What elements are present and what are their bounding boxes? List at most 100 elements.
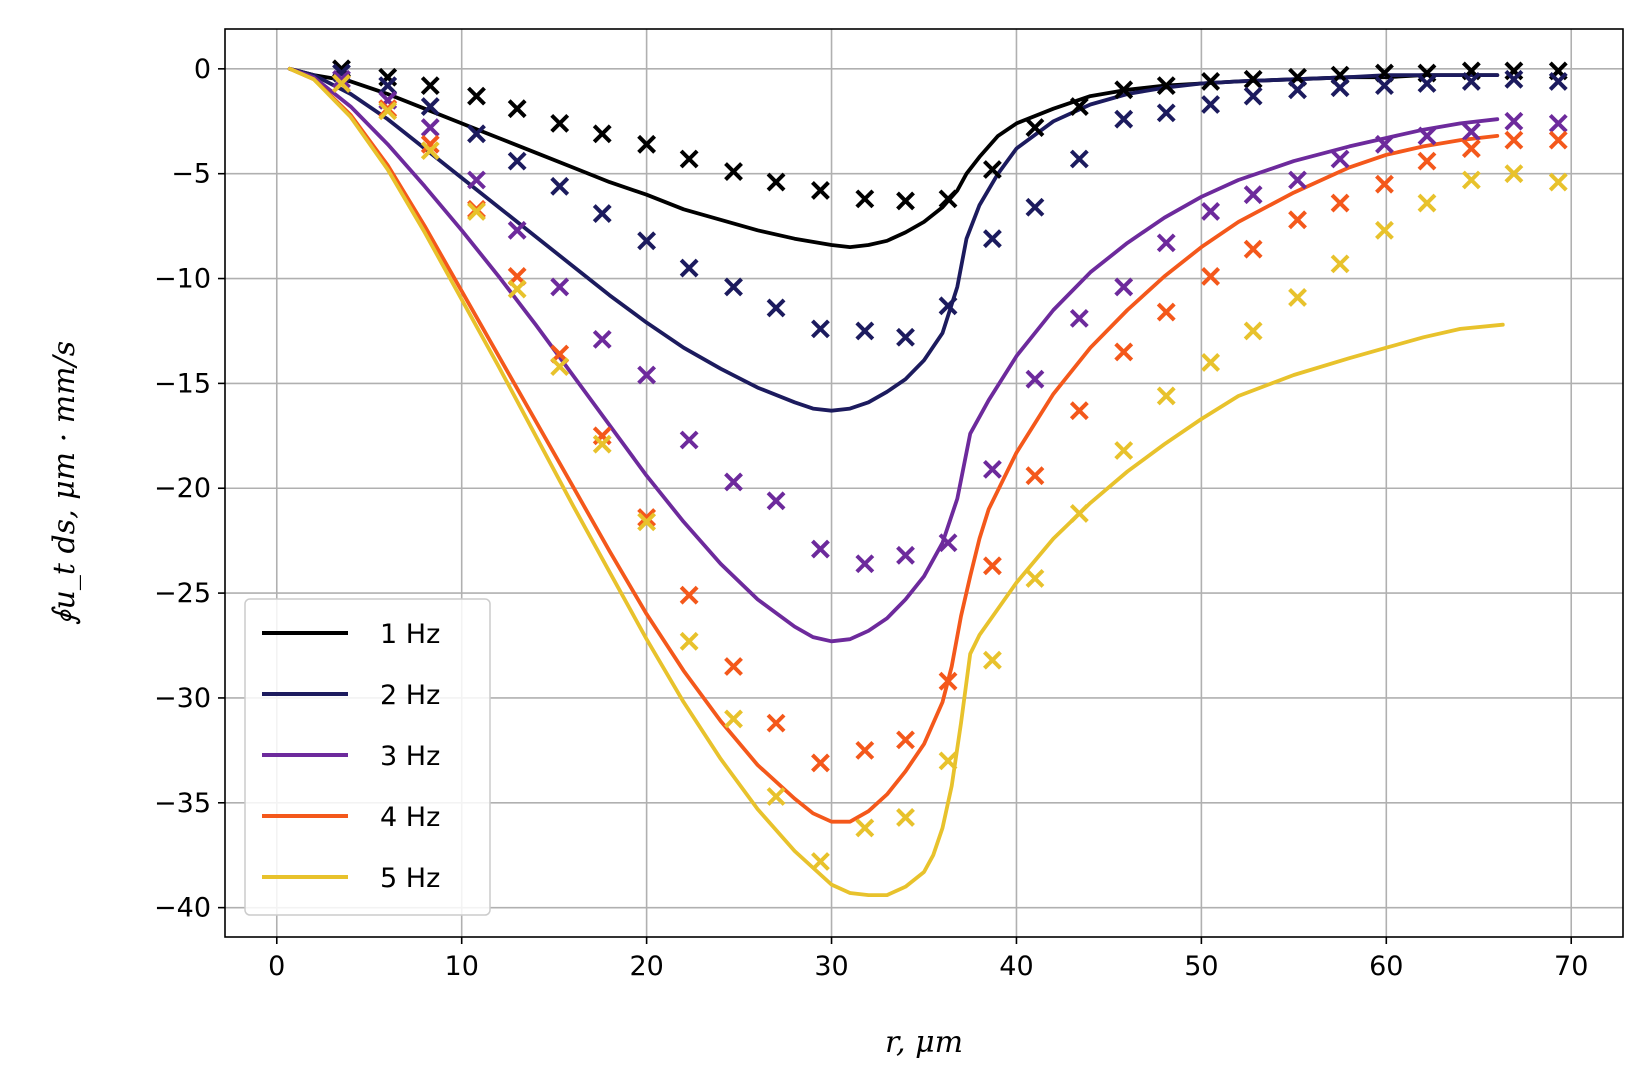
series-markers bbox=[332, 59, 1568, 871]
x-tick-label: 0 bbox=[268, 951, 285, 982]
series-marker-2hz bbox=[1288, 80, 1307, 100]
series-marker-3hz bbox=[1156, 233, 1176, 253]
series-marker-5hz bbox=[679, 631, 699, 651]
series-marker-3hz bbox=[1330, 149, 1350, 169]
series-marker-2hz bbox=[855, 321, 875, 341]
series-marker-2hz bbox=[1330, 78, 1350, 98]
series-marker-1hz bbox=[1201, 72, 1221, 91]
series-marker-3hz bbox=[855, 554, 875, 574]
series-marker-1hz bbox=[507, 99, 527, 119]
series-marker-4hz bbox=[1156, 302, 1176, 322]
series-marker-4hz bbox=[420, 134, 440, 154]
series-marker-3hz bbox=[592, 329, 612, 349]
series-marker-3hz bbox=[1201, 202, 1221, 221]
series-marker-5hz bbox=[896, 808, 915, 827]
series-marker-4hz bbox=[1417, 151, 1437, 171]
series-marker-2hz bbox=[1243, 86, 1263, 106]
series-marker-2hz bbox=[983, 229, 1002, 249]
series-marker-3hz bbox=[507, 220, 527, 240]
series-marker-5hz bbox=[766, 787, 786, 806]
series-marker-1hz bbox=[1156, 76, 1176, 96]
x-tick-label: 50 bbox=[1184, 951, 1218, 982]
y-tick-label: −25 bbox=[154, 578, 211, 609]
series-marker-1hz bbox=[637, 134, 657, 154]
series-marker-5hz bbox=[855, 818, 875, 838]
series-marker-2hz bbox=[1025, 197, 1045, 217]
series-marker-2hz bbox=[507, 151, 527, 171]
legend-label-5hz: 5 Hz bbox=[380, 863, 440, 894]
series-marker-1hz bbox=[724, 162, 743, 182]
series-marker-2hz bbox=[1504, 69, 1524, 89]
series-marker-3hz bbox=[332, 69, 351, 89]
series-marker-4hz bbox=[1243, 239, 1263, 259]
series-marker-4hz bbox=[1069, 401, 1089, 421]
legend-frame bbox=[244, 598, 491, 916]
series-marker-1hz bbox=[896, 191, 915, 211]
series-marker-3hz bbox=[724, 472, 743, 492]
series-marker-5hz bbox=[507, 279, 527, 299]
series-marker-3hz bbox=[1243, 185, 1263, 205]
series-marker-5hz bbox=[1548, 172, 1568, 192]
x-tick-label: 60 bbox=[1369, 951, 1403, 982]
series-marker-1hz bbox=[1243, 69, 1263, 89]
series-marker-3hz bbox=[1375, 134, 1394, 154]
y-tick-label: −40 bbox=[154, 893, 211, 924]
series-marker-3hz bbox=[679, 430, 699, 450]
series-marker-5hz bbox=[724, 709, 743, 729]
series-marker-3hz bbox=[637, 365, 657, 385]
series-marker-2hz bbox=[378, 76, 398, 96]
series-marker-1hz bbox=[1069, 97, 1089, 117]
series-marker-5hz bbox=[550, 357, 570, 377]
series-marker-2hz bbox=[1461, 72, 1481, 91]
plot-frame bbox=[224, 28, 1624, 938]
series-marker-4hz bbox=[811, 753, 830, 773]
series-marker-1hz bbox=[1025, 118, 1045, 137]
series-marker-5hz bbox=[1417, 193, 1437, 213]
series-marker-1hz bbox=[855, 189, 875, 209]
series-marker-4hz bbox=[679, 585, 699, 605]
y-tick-label: −20 bbox=[154, 473, 211, 504]
series-marker-3hz bbox=[1069, 308, 1089, 328]
series-marker-4hz bbox=[983, 556, 1002, 576]
series-marker-2hz bbox=[1114, 109, 1134, 129]
series-marker-5hz bbox=[1156, 386, 1176, 406]
series-marker-3hz bbox=[420, 118, 440, 137]
series-marker-4hz bbox=[938, 671, 958, 691]
legend-label-3hz: 3 Hz bbox=[380, 741, 440, 772]
series-marker-5hz bbox=[1025, 568, 1045, 588]
series-marker-2hz bbox=[724, 277, 743, 297]
series-marker-2hz bbox=[550, 176, 570, 196]
series-marker-4hz bbox=[1375, 174, 1394, 194]
series-marker-1hz bbox=[983, 160, 1002, 179]
series-marker-1hz bbox=[592, 124, 612, 144]
series-marker-5hz bbox=[1243, 321, 1263, 341]
series-marker-3hz bbox=[896, 545, 915, 565]
legend-label-1hz: 1 Hz bbox=[380, 619, 440, 650]
series-marker-2hz bbox=[766, 298, 786, 318]
series-marker-5hz bbox=[1375, 220, 1394, 240]
series-marker-2hz bbox=[1069, 149, 1089, 169]
series-marker-1hz bbox=[766, 172, 786, 192]
y-tick-label: −35 bbox=[154, 788, 211, 819]
series-marker-2hz bbox=[637, 231, 657, 251]
series-line-4hz bbox=[287, 66, 1500, 824]
series-marker-4hz bbox=[1548, 130, 1568, 150]
series-marker-3hz bbox=[1025, 369, 1045, 389]
x-tick-label: 30 bbox=[814, 951, 848, 982]
series-marker-2hz bbox=[1548, 72, 1568, 91]
series-marker-2hz bbox=[592, 204, 612, 223]
x-tick-label: 20 bbox=[629, 951, 663, 982]
series-marker-2hz bbox=[679, 258, 699, 278]
series-marker-4hz bbox=[1461, 139, 1481, 158]
series-marker-1hz bbox=[679, 149, 699, 169]
series-marker-3hz bbox=[1417, 126, 1437, 146]
series-marker-3hz bbox=[1461, 122, 1481, 142]
series-marker-3hz bbox=[811, 539, 830, 559]
series-marker-5hz bbox=[1069, 503, 1089, 523]
series-marker-2hz bbox=[420, 97, 440, 117]
series-marker-1hz bbox=[938, 189, 958, 209]
legend-label-4hz: 4 Hz bbox=[380, 802, 440, 833]
series-marker-5hz bbox=[332, 74, 351, 93]
series-marker-2hz bbox=[938, 296, 958, 316]
series-marker-2hz bbox=[811, 319, 830, 339]
